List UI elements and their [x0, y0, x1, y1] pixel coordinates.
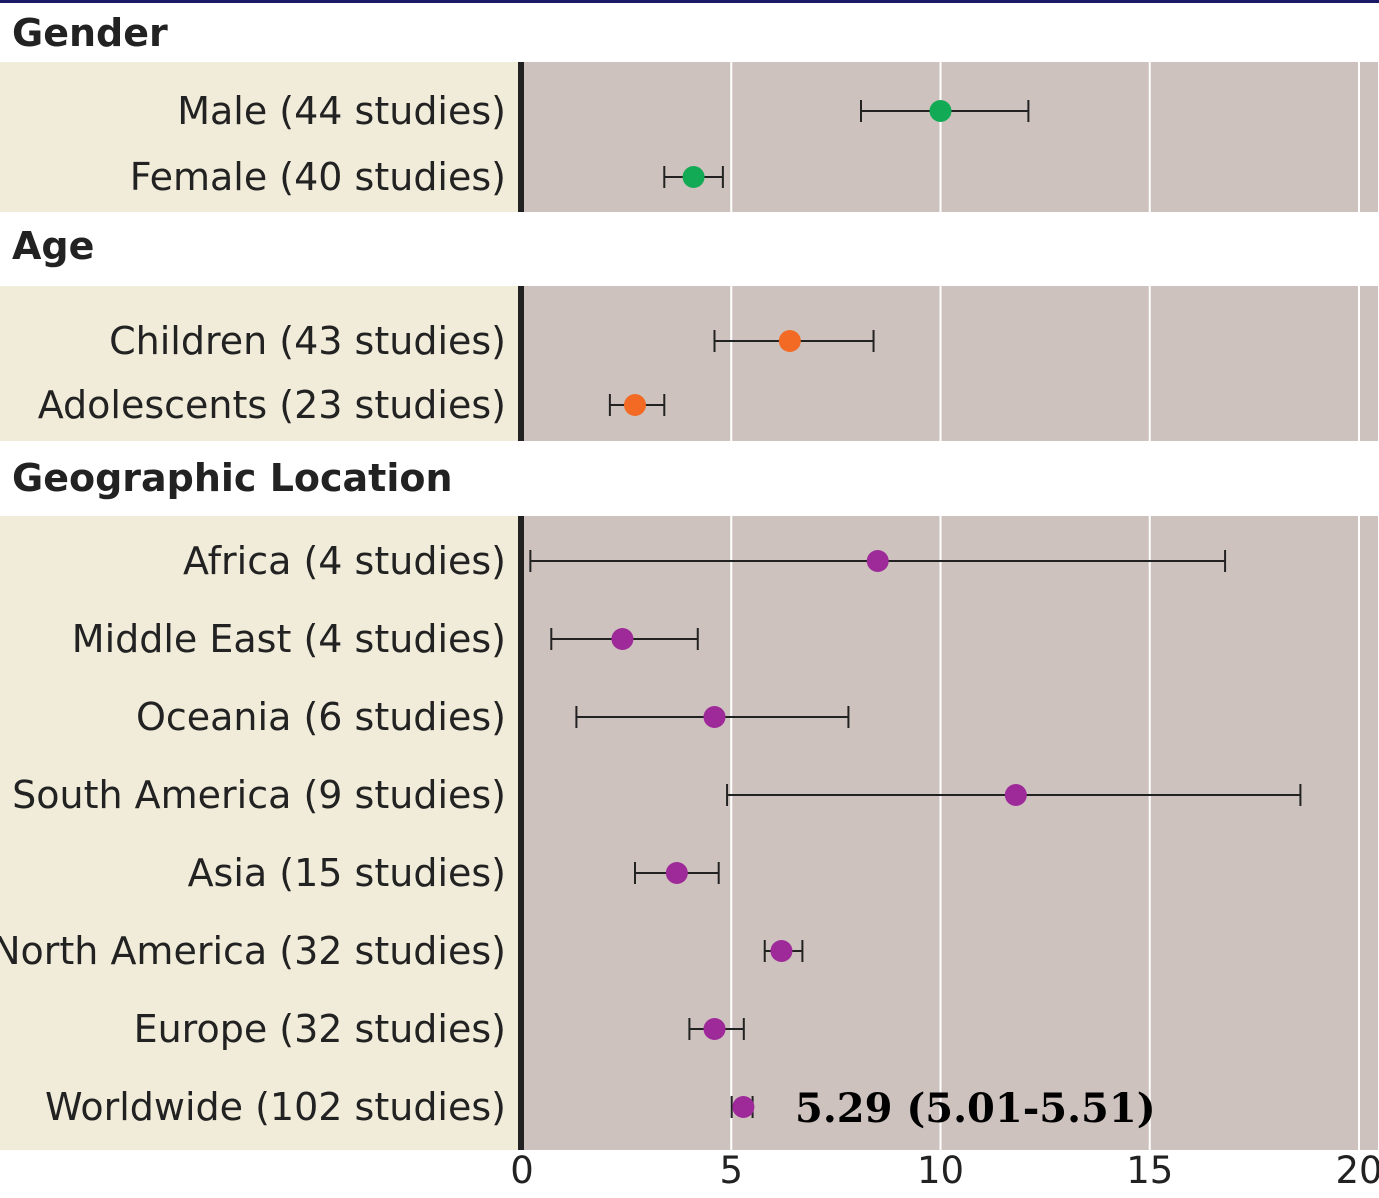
- x-tick-label-20: 20: [1335, 1149, 1379, 1192]
- point-middle-east: [611, 628, 634, 650]
- header-rule: [0, 0, 1379, 3]
- plot-panel-geographic-location: [524, 516, 1378, 1150]
- group-title-gender: Gender: [12, 11, 168, 55]
- row-label-worldwide: Worldwide (102 studies): [45, 1085, 506, 1129]
- point-adolescents: [623, 394, 646, 416]
- point-europe: [703, 1018, 726, 1040]
- label-panel-geographic-location: [0, 516, 522, 1150]
- x-tick-label-15: 15: [1126, 1149, 1173, 1192]
- x-tick-label-10: 10: [917, 1149, 964, 1192]
- axis-line: [518, 516, 524, 1150]
- point-asia: [665, 862, 688, 884]
- point-south-america: [1004, 784, 1027, 806]
- row-label-north-america: North America (32 studies): [0, 929, 506, 973]
- row-label-oceania: Oceania (6 studies): [136, 695, 506, 739]
- point-north-america: [770, 940, 793, 962]
- row-label-asia: Asia (15 studies): [188, 851, 506, 895]
- row-label-female: Female (40 studies): [130, 155, 506, 199]
- label-panel-age: [0, 286, 522, 441]
- group-title-geographic-location: Geographic Location: [12, 456, 453, 500]
- axis-line: [518, 286, 524, 441]
- row-label-south-america: South America (9 studies): [12, 773, 506, 817]
- x-tick-label-5: 5: [719, 1149, 743, 1192]
- row-label-africa: Africa (4 studies): [183, 539, 506, 583]
- row-label-europe: Europe (32 studies): [134, 1007, 506, 1051]
- axis-line: [518, 62, 524, 212]
- point-male: [929, 100, 952, 122]
- point-africa: [866, 550, 889, 572]
- x-tick-label-0: 0: [510, 1149, 534, 1192]
- plot-panel-gender: [524, 62, 1378, 212]
- plot-panel-age: [524, 286, 1378, 441]
- row-label-male: Male (44 studies): [177, 89, 506, 133]
- group-title-age: Age: [12, 224, 94, 268]
- label-panel-gender: [0, 62, 522, 212]
- row-label-children: Children (43 studies): [109, 319, 506, 363]
- point-oceania: [703, 706, 726, 728]
- point-worldwide: [732, 1096, 755, 1118]
- annotation-label: 5.29 (5.01-5.51): [795, 1085, 1156, 1132]
- point-children: [778, 330, 801, 352]
- point-female: [682, 166, 705, 188]
- row-label-adolescents: Adolescents (23 studies): [38, 383, 506, 427]
- row-label-middle-east: Middle East (4 studies): [72, 617, 506, 661]
